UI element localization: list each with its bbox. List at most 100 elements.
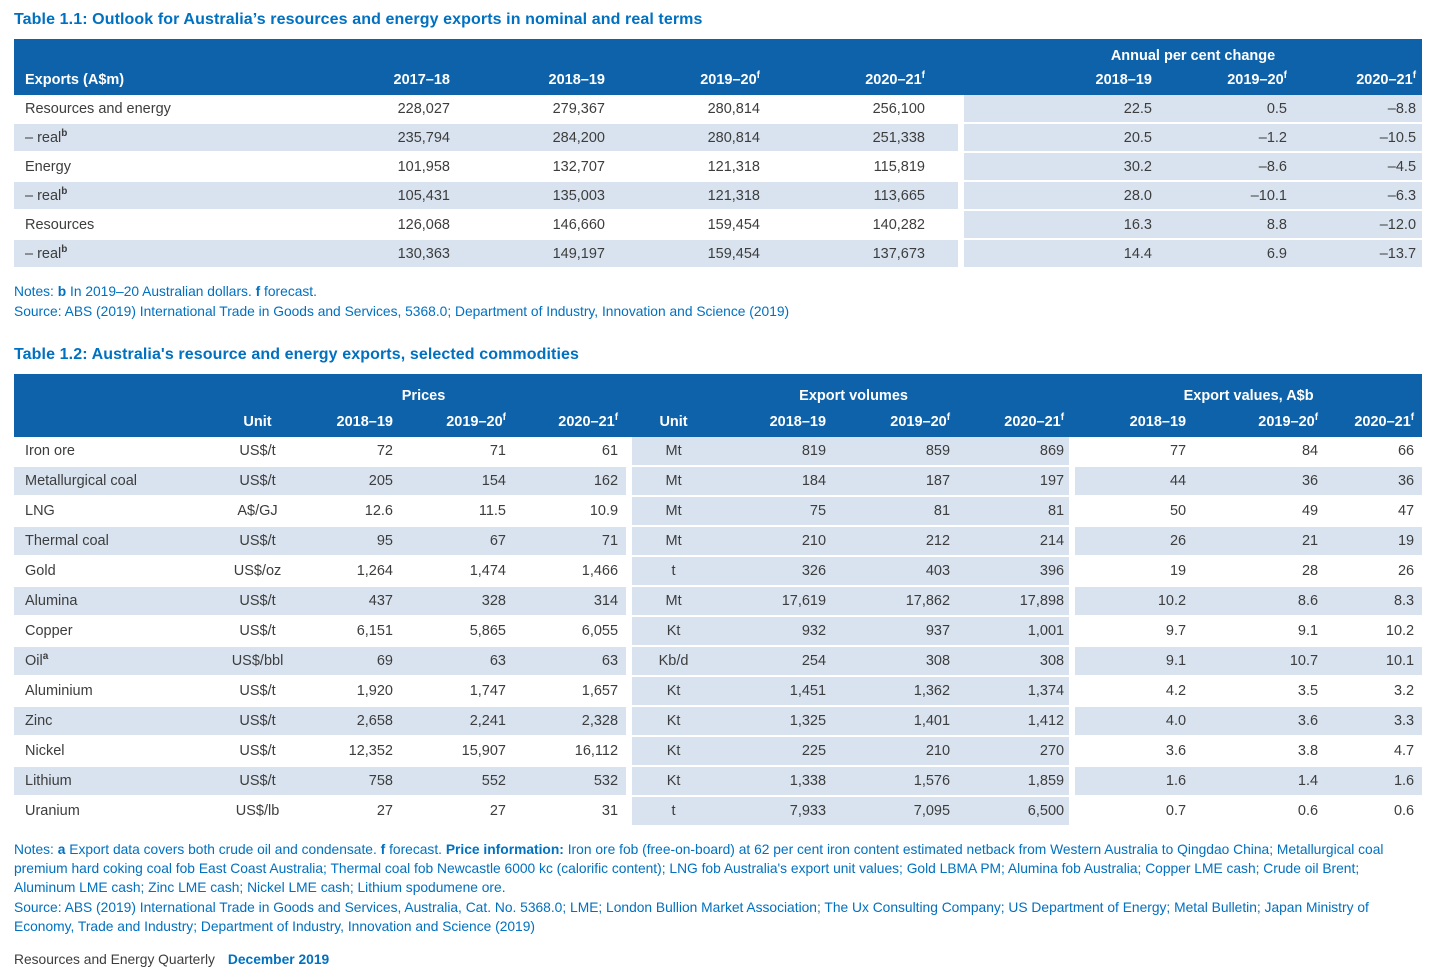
forecast-superscript: f [1060,411,1065,423]
value-cell: 121,318 [615,182,770,211]
row-label-cell: Alumina [14,587,215,617]
forecast-superscript: f [1283,70,1287,82]
value-cell: 49 [1198,497,1331,527]
column-header-label: 2020–21 [1354,413,1411,430]
value-cell: 126,068 [304,211,460,240]
note-bold-segment: a [57,842,66,857]
value-cell: 69 [300,647,405,677]
table-row: Nickel US$/t 12,352 15,907 16,112 Kt 225 210 270… [14,737,1423,767]
value-cell: Kt [632,707,716,737]
value-cell: 66 [1330,437,1423,467]
row-label-cell: Zinc [14,707,215,737]
forecast-superscript: f [1314,411,1319,423]
value-cell: 75 [715,497,839,527]
value-cell: 0.6 [1330,797,1423,827]
value-cell: 84 [1198,437,1331,467]
value-cell: 1.6 [1075,767,1199,797]
value-cell: US$/t [215,677,300,707]
value-cell: 17,619 [715,587,839,617]
value-cell: 140,282 [770,211,964,240]
group-header-spacer [14,374,215,406]
value-cell: 314 [518,587,633,617]
table-row: Uranium US$/lb 27 27 31 t 7,933 7,095 6,500 0.7 0.… [14,797,1423,827]
column-header-label: Unit [243,413,272,430]
value-cell: 251,338 [770,124,964,153]
value-cell: 101,958 [304,153,460,182]
value-cell: 8.8 [1162,211,1297,240]
row-label: Energy [25,158,71,175]
value-cell: –6.3 [1297,182,1423,211]
value-cell: 6.9 [1162,240,1297,269]
value-cell: 16.3 [964,211,1162,240]
value-cell: US$/t [215,767,300,797]
value-cell: –8.6 [1162,153,1297,182]
value-cell: 225 [715,737,839,767]
column-header-label: 2019–20 [890,413,947,430]
value-cell: 3.5 [1198,677,1331,707]
column-header-label: 2019–20 [700,72,757,88]
value-cell: 26 [1330,557,1423,587]
value-cell: 21 [1198,527,1331,557]
note-bold-segment: f [380,842,386,857]
value-cell: 121,318 [615,153,770,182]
value-cell: 270 [962,737,1076,767]
row-label-cell: Oila [14,647,215,677]
value-cell: 162 [518,467,633,497]
forecast-superscript: f [614,411,619,423]
value-cell: 0.5 [1162,95,1297,124]
table-1-2-source: Source: ABS (2019) International Trade i… [14,900,1369,934]
footer-edition-date: December 2019 [227,952,330,967]
outlook-exports-table: Annual per cent change Exports (A$m) 2017–… [14,39,1423,269]
row-label: Zinc [25,713,53,729]
column-header-label: 2020–21 [558,413,615,430]
value-cell: 1,920 [300,677,405,707]
column-header: 2020–21f [770,65,964,95]
column-header: 2020–21f [1297,65,1423,95]
row-label: – real [25,129,62,146]
value-cell: 10.1 [1330,647,1423,677]
column-header: 2018–19 [1075,406,1199,437]
value-cell: 47 [1330,497,1423,527]
row-label: Alumina [25,593,78,609]
value-cell: –12.0 [1297,211,1423,240]
value-cell: 197 [962,467,1076,497]
column-header-label: 2020–21 [1356,72,1413,88]
row-label: Metallurgical coal [25,473,138,489]
value-cell: 154 [405,467,518,497]
value-cell: t [632,557,716,587]
note-segment: In 2019–20 Australian dollars. [66,284,256,299]
value-cell: US$/t [215,527,300,557]
value-cell: 6,055 [518,617,633,647]
value-cell: 326 [715,557,839,587]
column-header: 2018–19 [300,406,405,437]
note-segment: forecast. [385,842,446,857]
table-row: Oila US$/bbl 69 63 63 Kb/d 254 308 308 9.1 10.7 10.… [14,647,1423,677]
row-label-cell: Aluminium [14,677,215,707]
value-cell: Kt [632,767,716,797]
value-cell: 146,660 [460,211,615,240]
value-cell: US$/bbl [215,647,300,677]
row-label: Resources [25,216,95,233]
value-cell: 8.3 [1330,587,1423,617]
column-header: Exports (A$m) [14,65,304,95]
group-header-spacer [14,39,964,65]
value-cell: 15,907 [405,737,518,767]
note-segment: Notes: [14,842,58,857]
column-header-label: 2020–21 [865,72,922,88]
value-cell: 6,500 [962,797,1076,827]
table-row: Resources 126,068 146,660 159,454 140,282 16.… [14,211,1423,240]
value-cell: 19 [1075,557,1199,587]
column-header-label: 2018–19 [1129,413,1187,430]
value-cell: –8.8 [1297,95,1423,124]
row-label-cell: Uranium [14,797,215,827]
row-label-cell: Energy [14,153,304,182]
value-cell: 28.0 [964,182,1162,211]
value-cell: 72 [300,437,405,467]
value-cell: 10.2 [1075,587,1199,617]
value-cell: 284,200 [460,124,615,153]
value-cell: 210 [838,737,963,767]
value-cell: t [632,797,716,827]
table-row: – realb 105,431 135,003 121,318 113,665 28.0–… [14,182,1423,211]
value-cell: 16,112 [518,737,633,767]
value-cell: 1,576 [838,767,963,797]
